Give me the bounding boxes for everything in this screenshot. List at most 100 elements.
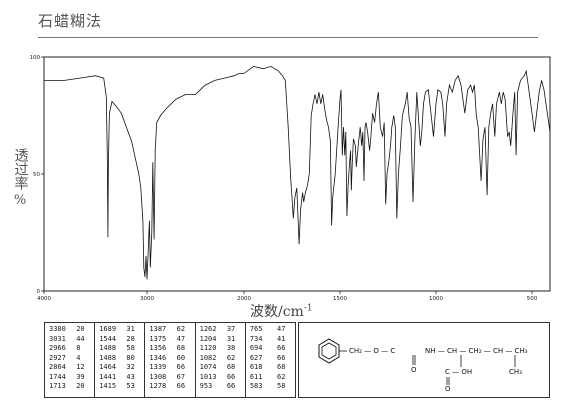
peak-wavenumber: 1415: [99, 382, 117, 390]
peak-column: 1387 62 1375 47 1356 68 1346 60 1339 66 1308 67 1278…: [145, 323, 196, 397]
peak-wavenumber: 3380: [49, 325, 66, 333]
x-tick-label: 1500: [333, 296, 347, 302]
y-tick-label: 50: [33, 172, 40, 178]
peak-row: 1082 62: [200, 354, 243, 364]
peak-row: 2864 12: [49, 363, 92, 373]
peak-transmittance: 80: [126, 353, 135, 362]
peak-transmittance: 62: [226, 353, 236, 362]
peak-wavenumber: 1356: [149, 344, 167, 352]
benzene-ring-icon: [318, 338, 347, 364]
peak-wavenumber: 1262: [199, 325, 217, 333]
peak-transmittance: 12: [76, 363, 85, 371]
peak-wavenumber: 1464: [99, 363, 117, 371]
peak-transmittance: 58: [126, 344, 135, 352]
peak-row: 1488 80: [99, 354, 142, 364]
peak-row: 1346 60: [149, 354, 192, 364]
y-axis-label: 透过率 %: [10, 148, 30, 209]
peak-wavenumber: 1346: [149, 353, 167, 362]
peak-wavenumber: 1744: [49, 372, 66, 381]
peak-transmittance: 58: [277, 382, 286, 390]
peak-row: 1339 66: [149, 363, 192, 373]
peak-column: 3380 20 3031 44 2966 8 2927 4 2864 12 1744 39 1713 20: [45, 323, 96, 397]
peak-transmittance: 66: [277, 344, 286, 352]
ir-spectrum-chart: 4000 3000 2000 1500 1000 500 0 50 100: [30, 55, 551, 302]
peak-row: 1204 31: [200, 335, 243, 345]
y-tick-label: 100: [30, 55, 41, 61]
peak-transmittance: 44: [76, 334, 85, 343]
peak-row: 1415 53: [99, 382, 142, 392]
peak-wavenumber: 1375: [149, 334, 167, 343]
peak-transmittance: 20: [76, 325, 85, 333]
peak-transmittance: 53: [126, 382, 135, 390]
peak-transmittance: 62: [277, 372, 286, 381]
x-axis-ticks: 4000 3000 2000 1500 1000 500: [37, 291, 538, 302]
peak-transmittance: 68: [226, 363, 236, 371]
structure-cooh: C — OH: [445, 368, 473, 376]
x-tick-label: 500: [527, 296, 538, 302]
peak-transmittance: 43: [126, 372, 135, 381]
peak-wavenumber: 1488: [99, 344, 117, 352]
peak-row: 3380 20: [49, 325, 92, 335]
peak-wavenumber: 694: [249, 344, 263, 352]
peak-transmittance: 20: [76, 382, 85, 390]
peak-row: 627 66: [250, 354, 293, 364]
plot-frame: [43, 56, 551, 292]
y-axis-label-text: 透过率: [12, 148, 29, 190]
peak-row: 1356 68: [149, 344, 192, 354]
x-tick-label: 2000: [237, 296, 251, 302]
peak-transmittance: 62: [176, 325, 186, 333]
peak-transmittance: 4: [76, 353, 81, 362]
peak-row: 618 68: [250, 363, 293, 373]
peak-row: 583 58: [250, 382, 293, 392]
peak-column: 1262 37 1204 31 1120 38 1082 62 1074 68 1013 66 953 6…: [196, 323, 246, 397]
structure-carbonyl-o: O: [411, 366, 417, 374]
peak-wavenumber: 618: [249, 363, 263, 371]
peak-wavenumber: 3031: [49, 334, 66, 343]
peak-wavenumber: 734: [249, 334, 263, 343]
method-title: 石蜡糊法: [38, 12, 103, 30]
peak-wavenumber: 583: [249, 382, 263, 390]
peak-wavenumber: 2966: [49, 344, 66, 352]
peak-transmittance: 66: [277, 353, 286, 362]
peak-row: 1488 58: [99, 344, 142, 354]
peak-transmittance: 8: [76, 344, 81, 352]
x-tick-label: 4000: [37, 296, 51, 302]
peak-row: 2927 4: [49, 354, 92, 364]
peak-row: 1074 68: [200, 363, 243, 373]
peak-row: 953 66: [200, 382, 243, 392]
peak-transmittance: 37: [226, 325, 236, 333]
peak-wavenumber: 765: [249, 325, 263, 333]
peak-transmittance: 28: [126, 334, 135, 343]
peak-wavenumber: 2927: [49, 353, 66, 362]
peak-row: 1013 66: [200, 373, 243, 383]
peak-row: 1441 43: [99, 373, 142, 383]
peak-wavenumber: 627: [249, 353, 263, 362]
peak-wavenumber: 1387: [149, 325, 167, 333]
peak-transmittance: 41: [277, 334, 286, 343]
x-axis-label-exponent: -1: [303, 303, 313, 314]
peak-wavenumber: 2864: [49, 363, 66, 371]
peak-transmittance: 66: [226, 382, 236, 390]
peak-row: 1744 39: [49, 373, 92, 383]
peak-transmittance: 47: [176, 334, 186, 343]
peak-transmittance: 68: [176, 344, 186, 352]
peak-transmittance: 31: [226, 334, 236, 343]
peak-transmittance: 66: [226, 372, 236, 381]
peak-transmittance: 66: [176, 363, 186, 371]
structure-cooh-o: O: [445, 385, 451, 393]
y-axis-unit: %: [13, 193, 27, 208]
peak-row: 1544 28: [99, 335, 142, 345]
y-axis-ticks: 0 50 100: [30, 55, 44, 295]
peak-row: 694 66: [250, 344, 293, 354]
peak-wavenumber: 1544: [99, 334, 117, 343]
peak-transmittance: 60: [176, 353, 186, 362]
peak-row: 3031 44: [49, 335, 92, 345]
peak-row: 1689 31: [99, 325, 142, 335]
peak-row: 1262 37: [200, 325, 243, 335]
structure-ch2-o-c: CH₂ — O — C: [349, 347, 396, 355]
structure-panel: CH₂ — O — C NH — CH — CH₂ — CH — CH₃ O C…: [298, 322, 550, 398]
peak-transmittance: 66: [176, 382, 186, 390]
x-tick-label: 1000: [429, 296, 443, 302]
peak-wavenumber: 1488: [99, 353, 117, 362]
peak-column: 765 47 734 41 694 66 627 66 618 68 611 62 583 58: [246, 323, 295, 397]
